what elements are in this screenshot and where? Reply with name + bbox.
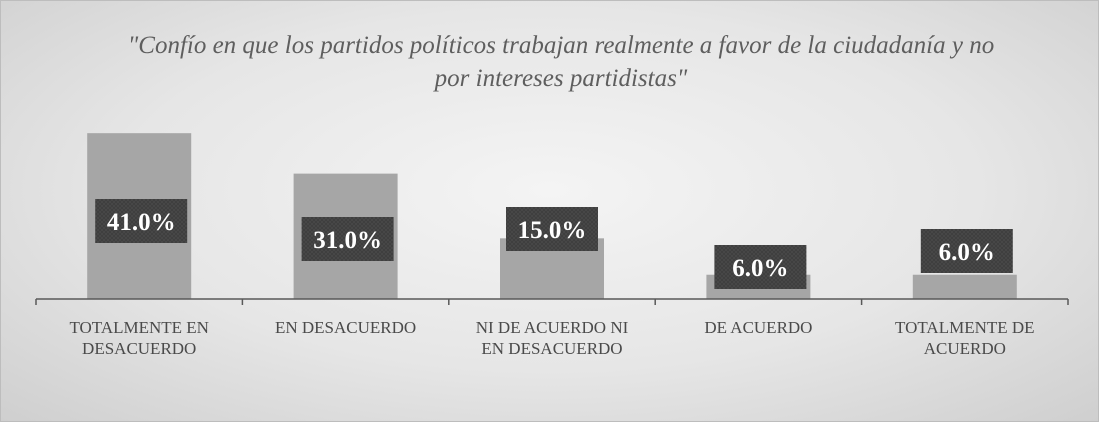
data-label-box-1 — [301, 217, 394, 261]
category-label-2: NI DE ACUERDO NI EN DESACUERDO — [476, 318, 629, 358]
data-label-0: 41.0% — [107, 209, 176, 236]
category-label-3: DE ACUERDO — [704, 318, 812, 337]
data-label-box-4 — [920, 229, 1013, 273]
category-label-4: TOTALMENTE DE ACUERDO — [895, 318, 1035, 358]
data-label-2: 15.0% — [518, 217, 587, 244]
data-label-1: 31.0% — [313, 227, 382, 254]
bar-4 — [912, 274, 1017, 299]
chart-title: "Confío en que los partidos políticos tr… — [127, 32, 995, 92]
data-label-box-3 — [714, 245, 807, 289]
category-label-1: EN DESACUERDO — [275, 318, 416, 337]
category-label-0: TOTALMENTE EN DESACUERDO — [69, 318, 209, 358]
data-label-box-0 — [95, 199, 188, 243]
data-label-3: 6.0% — [732, 255, 788, 282]
data-label-4: 6.0% — [939, 239, 995, 266]
data-label-box-2 — [506, 207, 598, 251]
